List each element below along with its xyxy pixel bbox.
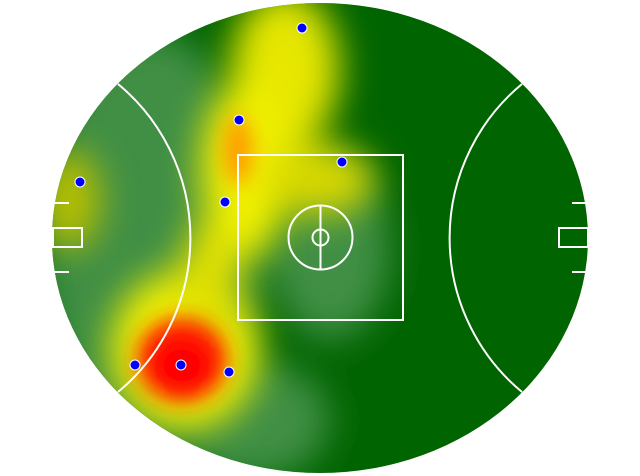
event-marker: [175, 359, 187, 371]
event-marker: [233, 114, 245, 126]
event-marker: [219, 196, 231, 208]
right-goal-square: [558, 227, 589, 248]
event-markers: [74, 22, 348, 378]
left-goal-square: [52, 227, 83, 248]
event-marker: [129, 359, 141, 371]
left-50m-arc: [117, 83, 192, 393]
event-marker: [223, 366, 235, 378]
event-marker: [336, 156, 348, 168]
event-marker: [74, 176, 86, 188]
centre-square: [237, 154, 404, 321]
field-lines: [52, 83, 589, 393]
event-marker: [296, 22, 308, 34]
right-50m-arc: [448, 83, 523, 393]
